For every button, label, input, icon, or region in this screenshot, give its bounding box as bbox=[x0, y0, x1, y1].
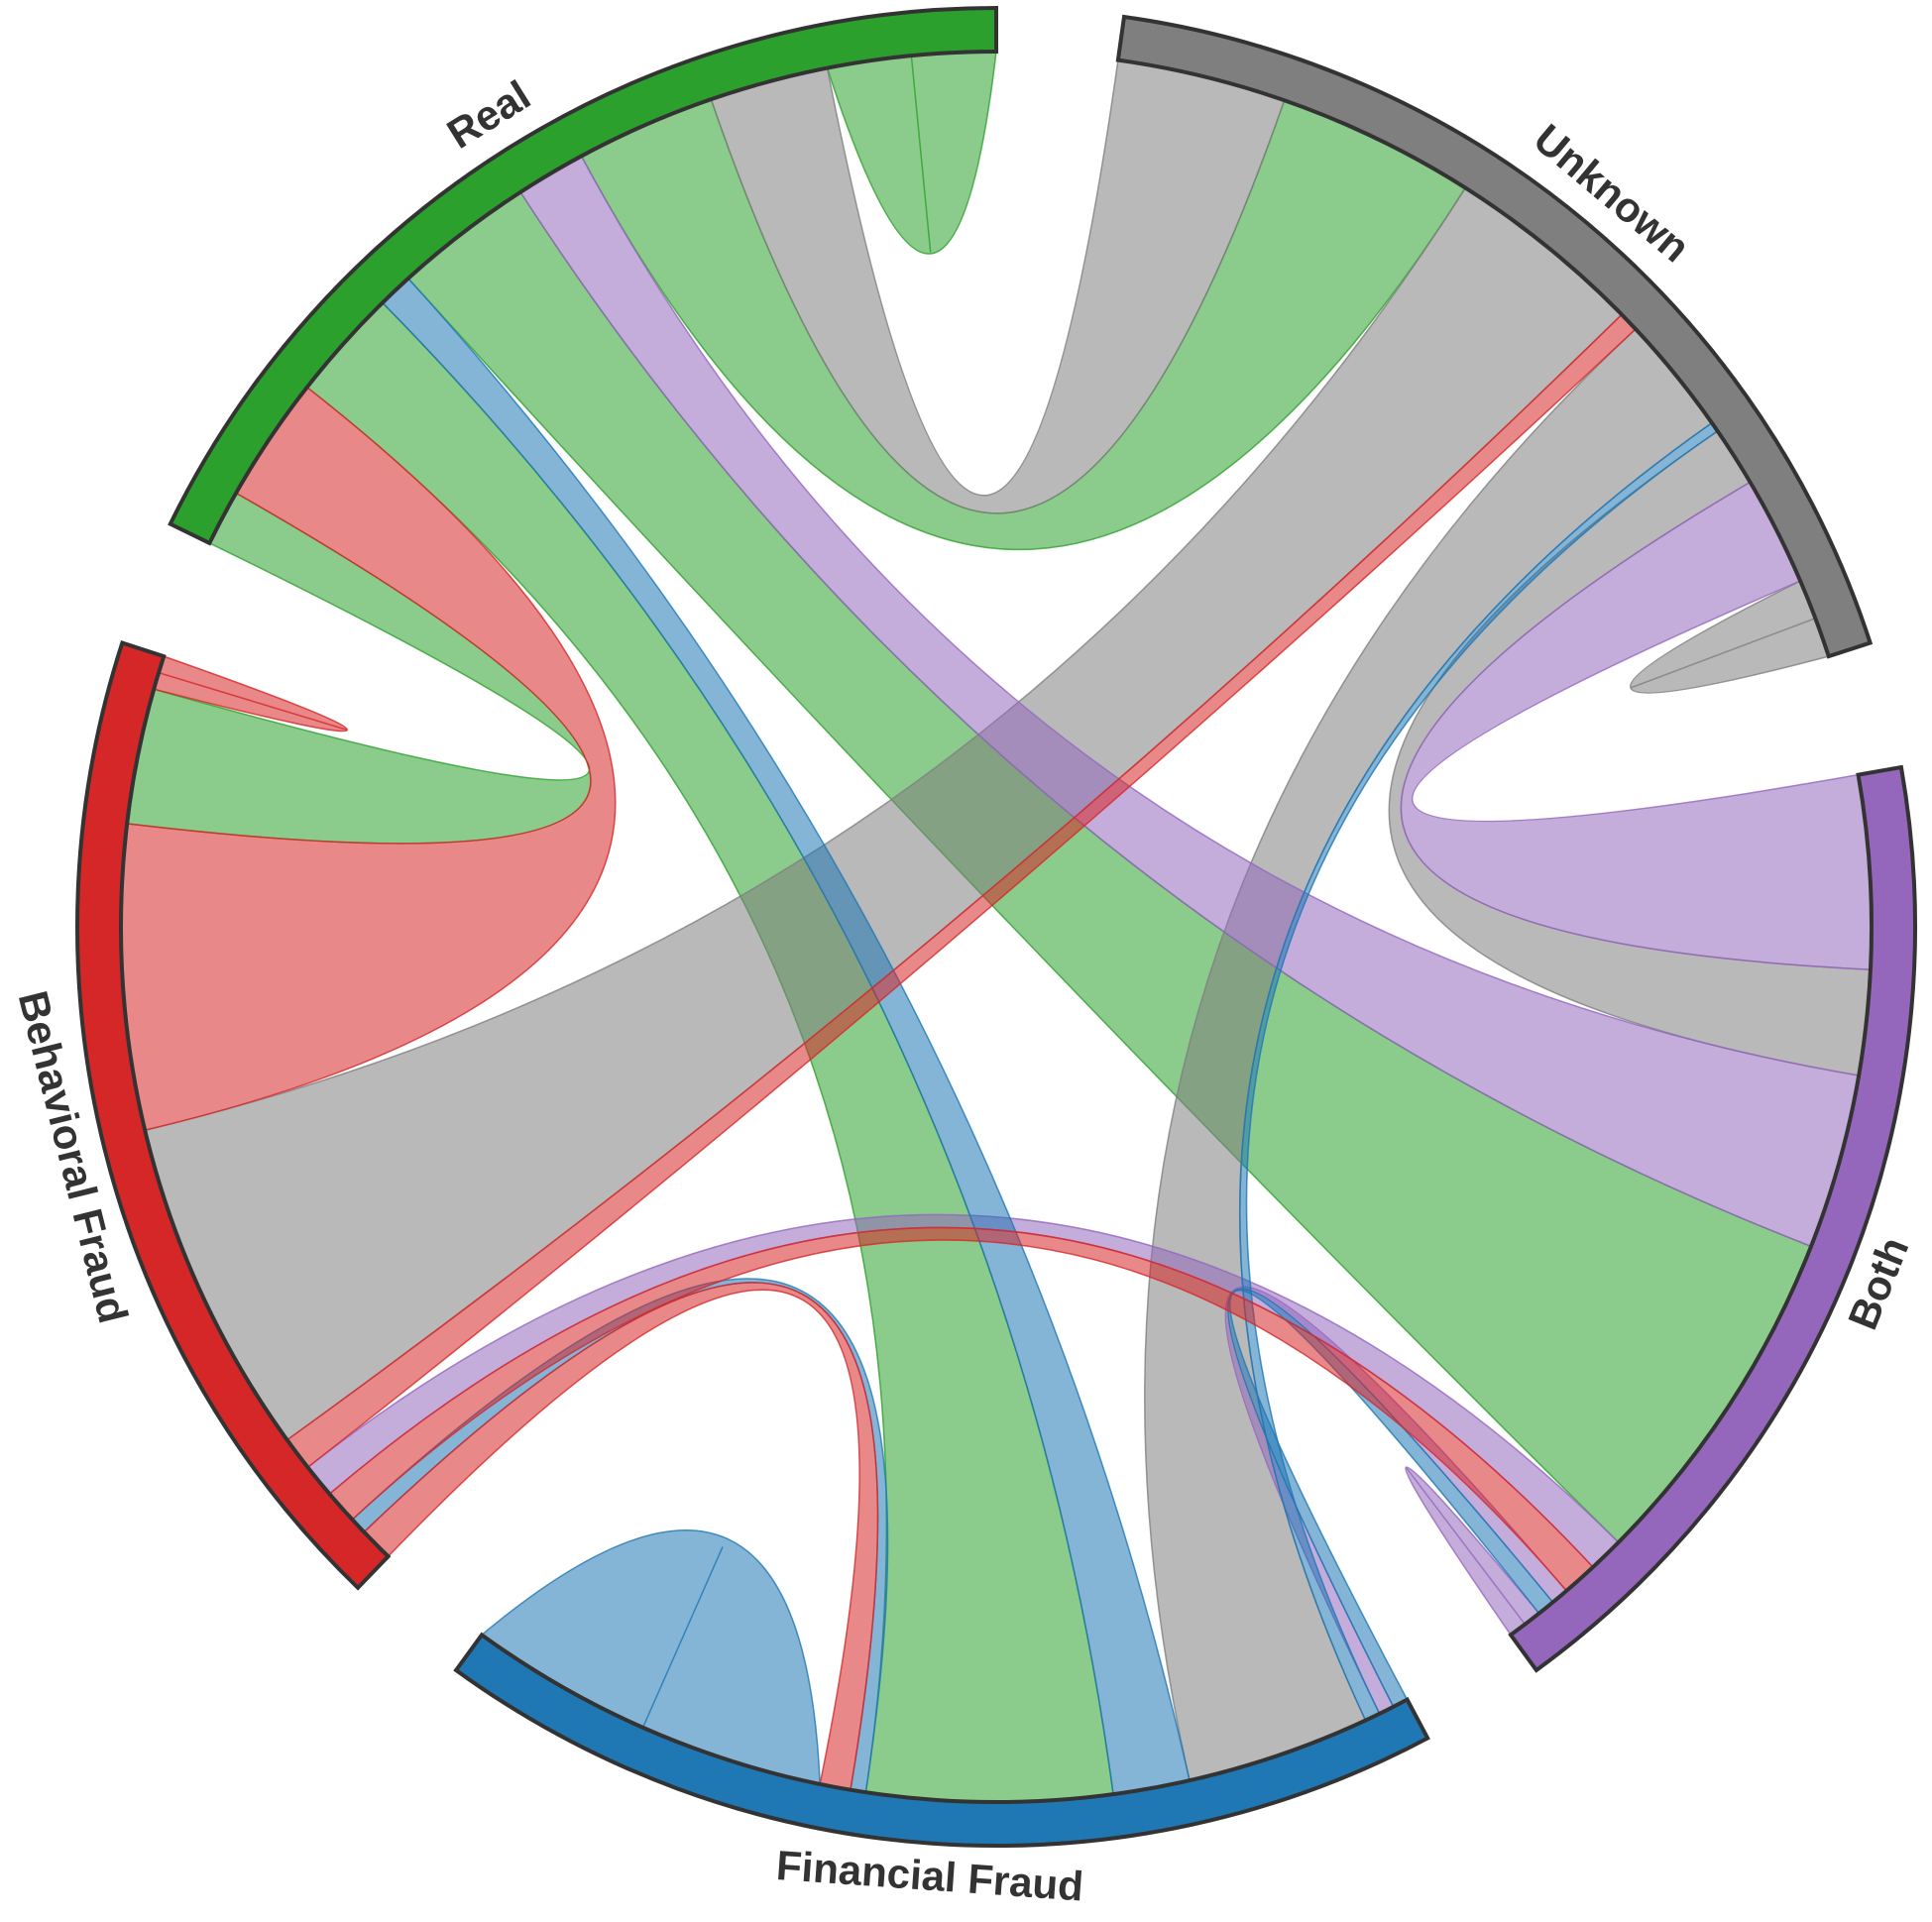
ribbon bbox=[120, 386, 617, 1132]
node-arc bbox=[1508, 764, 1917, 1673]
ribbon bbox=[1400, 481, 1873, 970]
node-arc bbox=[75, 640, 392, 1591]
node-arc bbox=[168, 5, 998, 546]
node-arc bbox=[1115, 14, 1874, 659]
ribbons bbox=[120, 51, 1873, 1803]
node-arc bbox=[453, 1632, 1430, 1848]
node-arcs bbox=[75, 5, 1917, 1848]
ribbon bbox=[710, 58, 1286, 514]
node-label: Financial Fraud bbox=[775, 1842, 1085, 1910]
ribbon bbox=[518, 155, 1861, 1248]
